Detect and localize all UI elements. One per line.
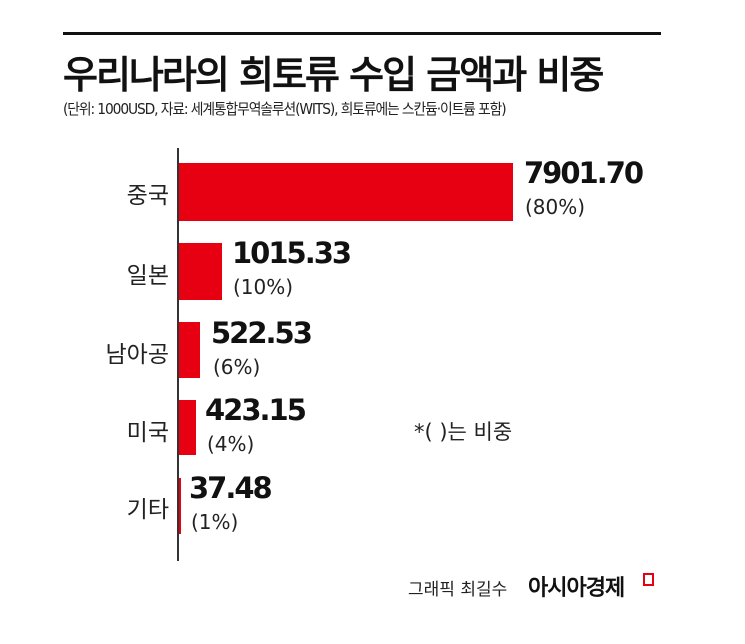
bar-others — [179, 478, 181, 534]
graphic-credit: 그래픽 최길수 — [408, 580, 508, 600]
share-label: (1%) — [191, 510, 239, 534]
bar-usa — [179, 400, 196, 455]
bar-china — [179, 163, 513, 221]
category-label: 기타 — [126, 497, 169, 523]
bar-japan — [179, 243, 222, 300]
share-label: (10%) — [233, 275, 294, 299]
share-label: (4%) — [207, 432, 255, 456]
y-axis-line — [177, 148, 179, 561]
value-label: 522.53 — [211, 316, 313, 350]
chart-title: 우리나라의 희토류 수입 금액과 비중 — [63, 53, 604, 97]
share-label: (6%) — [213, 355, 261, 379]
category-label: 중국 — [126, 183, 169, 209]
category-label: 남아공 — [105, 342, 169, 368]
top-rule — [63, 32, 661, 35]
category-label: 일본 — [126, 263, 169, 289]
brand-mark-icon — [643, 573, 654, 586]
value-label: 1015.33 — [232, 236, 352, 270]
value-label: 423.15 — [205, 393, 307, 427]
brand-logo-text: 아시아경제 — [528, 576, 625, 601]
bar-south-africa — [179, 322, 200, 378]
share-label: (80%) — [525, 195, 586, 219]
value-label: 37.48 — [189, 471, 273, 505]
share-note: *( )는 비중 — [414, 420, 513, 444]
value-label: 7901.70 — [524, 156, 644, 190]
category-label: 미국 — [126, 420, 169, 446]
chart-subtitle: (단위: 1000USD, 자료: 세계통합무역솔루션(WITS), 희토류에는… — [63, 100, 507, 118]
